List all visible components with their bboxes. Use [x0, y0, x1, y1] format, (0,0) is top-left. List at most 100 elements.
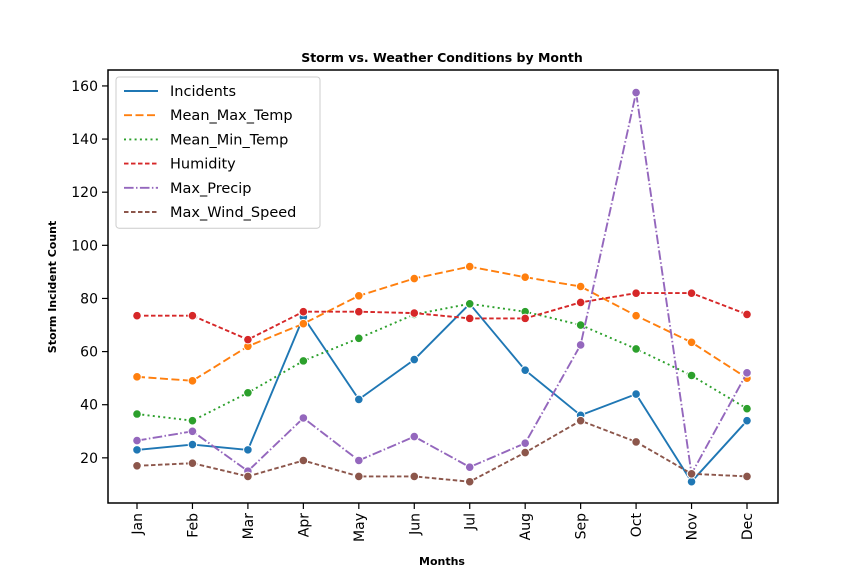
data-point — [298, 318, 309, 329]
y-tick-label: 100 — [71, 238, 98, 254]
series-line — [136, 302, 748, 422]
series-line — [136, 91, 748, 475]
y-tick-label: 160 — [71, 79, 98, 95]
data-point — [132, 372, 142, 382]
y-tick-label: 60 — [80, 345, 98, 361]
data-point — [298, 413, 309, 423]
plot-frame — [107, 69, 779, 504]
data-point — [575, 415, 586, 426]
data-point — [132, 445, 142, 455]
series-max-wind-speed — [132, 415, 752, 487]
data-point — [742, 403, 752, 414]
x-axis-label: Months — [419, 555, 465, 568]
data-point — [575, 281, 586, 292]
y-tick-label: 40 — [80, 398, 98, 414]
data-point — [187, 415, 198, 426]
x-tick-label: Apr — [296, 513, 312, 537]
y-tick-label: 140 — [71, 132, 98, 148]
legend-entry: Mean_Max_Temp — [170, 108, 293, 124]
data-point — [409, 273, 420, 284]
data-point — [464, 261, 475, 272]
data-point — [132, 435, 142, 446]
x-tick-label: Oct — [629, 513, 645, 538]
data-point — [354, 455, 364, 466]
data-point — [298, 306, 309, 317]
data-point — [354, 471, 364, 482]
legend: Incidents Mean_Max_Temp Mean_Min_Temp Humid… — [115, 76, 321, 229]
data-point — [631, 288, 641, 298]
x-tick-label: Feb — [185, 513, 201, 538]
data-point — [132, 461, 142, 471]
data-point — [686, 468, 697, 479]
data-point — [187, 376, 198, 386]
data-point — [243, 445, 253, 455]
data-point — [464, 476, 475, 487]
data-point — [520, 438, 530, 449]
data-point — [298, 455, 309, 466]
data-point — [187, 439, 198, 450]
data-point — [686, 476, 697, 487]
series-line — [136, 302, 748, 483]
series-line — [136, 419, 748, 483]
chart-title: Storm vs. Weather Conditions by Month — [301, 50, 583, 65]
data-point — [298, 356, 309, 366]
x-tick-label: Nov — [685, 513, 701, 540]
series-max-precip — [132, 87, 752, 479]
legend-entry: Max_Wind_Speed — [170, 205, 296, 221]
data-point — [354, 333, 364, 344]
data-point — [631, 389, 641, 399]
legend-box — [115, 76, 321, 229]
series-mean-min-temp — [132, 298, 752, 426]
data-point — [686, 288, 697, 298]
data-point — [409, 354, 420, 365]
legend-entry: Mean_Min_Temp — [170, 132, 288, 148]
data-point — [631, 437, 641, 447]
x-tick-label: Sep — [574, 513, 590, 540]
x-tick-label: Mar — [241, 513, 257, 540]
data-point — [243, 334, 253, 345]
data-point — [631, 87, 641, 98]
data-point — [354, 394, 364, 405]
data-point — [132, 310, 142, 321]
data-point — [464, 313, 475, 324]
data-point — [686, 337, 697, 348]
data-point — [409, 308, 420, 318]
data-point — [187, 426, 198, 437]
data-point — [631, 344, 641, 354]
data-point — [686, 370, 697, 381]
data-point — [187, 458, 198, 468]
legend-entry: Humidity — [170, 157, 236, 173]
series-mean-max-temp — [132, 261, 752, 386]
data-point — [464, 462, 475, 472]
data-point — [243, 471, 253, 482]
data-point — [742, 368, 752, 378]
y-axis-label: Storm Incident Count — [46, 221, 59, 353]
data-point — [354, 306, 364, 317]
y-tick-label: 120 — [71, 185, 98, 201]
data-point — [520, 447, 530, 458]
data-point — [464, 298, 475, 309]
data-point — [631, 310, 641, 321]
legend-entry: Max_Precip — [170, 181, 252, 197]
x-tick-label: May — [352, 513, 368, 542]
x-tick-label: Dec — [740, 513, 756, 540]
data-point — [742, 415, 752, 426]
series-line — [136, 265, 748, 382]
series-humidity — [132, 288, 752, 345]
x-tick-label: Jul — [463, 513, 479, 531]
data-point — [520, 272, 530, 283]
data-point — [354, 290, 364, 301]
data-point — [409, 431, 420, 442]
data-point — [742, 309, 752, 320]
data-point — [575, 297, 586, 308]
plot-area: 20 40 60 80 100 120 140 160 Jan Feb Mar Apr May Jun Ju… — [71, 69, 779, 542]
data-point — [575, 340, 586, 350]
data-point — [742, 471, 752, 482]
x-tick-label: Jan — [130, 513, 146, 536]
y-tick-label: 80 — [80, 291, 98, 307]
series-line — [137, 292, 748, 341]
data-point — [409, 471, 420, 482]
data-point — [520, 365, 530, 375]
y-tick-label: 20 — [80, 451, 98, 467]
